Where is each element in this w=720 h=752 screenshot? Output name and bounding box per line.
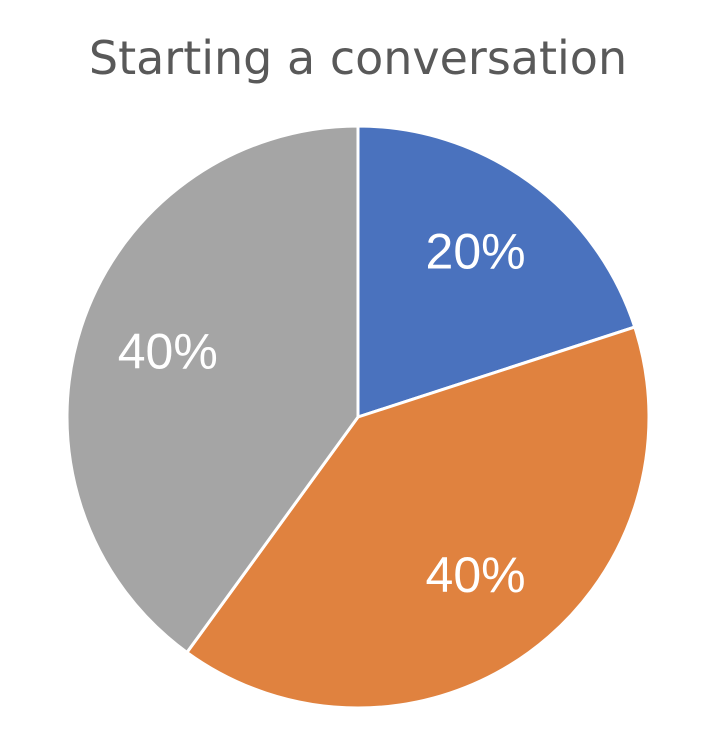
value-label: 40%	[426, 547, 526, 603]
pie-slice	[356, 124, 637, 420]
pie-slice	[65, 124, 360, 655]
value-label: 40%	[118, 323, 218, 379]
pie-slice	[184, 325, 651, 710]
chart-title: Starting a conversation	[89, 31, 627, 85]
value-label: 20%	[426, 223, 526, 279]
